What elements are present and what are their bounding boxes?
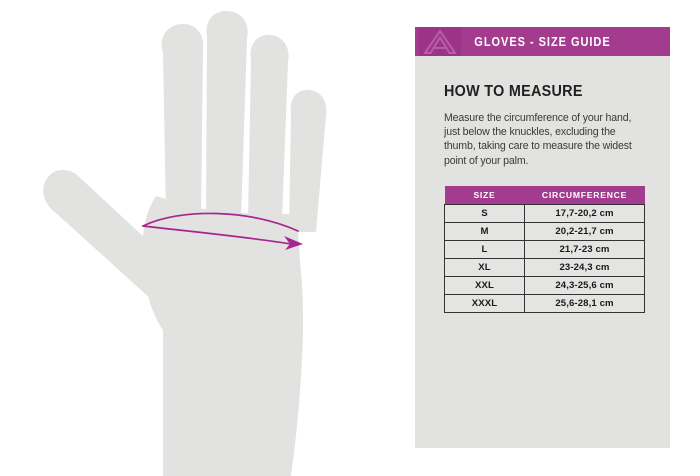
cell-circumference: 21,7-23 cm <box>524 239 645 259</box>
arrow-head <box>284 236 303 250</box>
cell-circumference: 24,3-25,6 cm <box>524 275 645 295</box>
ring-finger <box>248 34 289 221</box>
cell-size: XXXL <box>444 293 525 313</box>
size-table-body: S 17,7-20,2 cm M 20,2-21,7 cm L 21,7-23 … <box>444 203 645 313</box>
cell-size: S <box>444 203 525 223</box>
table-row: M 20,2-21,7 cm <box>444 221 645 241</box>
column-header-circumference: CIRCUMFERENCE <box>524 185 645 205</box>
table-row: S 17,7-20,2 cm <box>444 203 645 223</box>
panel-header-bar: GLOVES - SIZE GUIDE <box>415 27 670 56</box>
panel-title: GLOVES - SIZE GUIDE <box>474 34 611 49</box>
size-table-header-row: SIZE CIRCUMFERENCE <box>444 185 645 205</box>
table-row: XXXL 25,6-28,1 cm <box>444 293 645 313</box>
middle-finger <box>206 10 248 219</box>
hand-illustration <box>43 10 327 476</box>
hand-palm-shape <box>142 196 304 476</box>
table-row: L 21,7-23 cm <box>444 239 645 259</box>
palm-circumference-arrow <box>142 212 303 250</box>
how-to-measure-heading: HOW TO MEASURE <box>444 83 583 100</box>
cell-size: L <box>444 239 525 259</box>
cell-size: XL <box>444 257 525 277</box>
size-table: SIZE CIRCUMFERENCE S 17,7-20,2 cm M 20,2… <box>444 185 645 313</box>
hand-silhouette <box>43 10 327 476</box>
how-to-measure-description: Measure the circumference of your hand, … <box>444 112 632 167</box>
cell-size: M <box>444 221 525 241</box>
size-table-header: SIZE CIRCUMFERENCE <box>444 185 645 205</box>
cell-circumference: 17,7-20,2 cm <box>524 203 645 223</box>
cell-circumference: 23-24,3 cm <box>524 257 645 277</box>
size-guide-panel: GLOVES - SIZE GUIDE HOW TO MEASURE Measu… <box>415 27 670 448</box>
thumb <box>43 169 185 305</box>
cell-circumference: 20,2-21,7 cm <box>524 221 645 241</box>
arrow-curve-front <box>142 225 298 246</box>
table-row: XL 23-24,3 cm <box>444 257 645 277</box>
index-finger <box>161 23 204 217</box>
table-row: XXL 24,3-25,6 cm <box>444 275 645 295</box>
little-finger <box>289 89 327 232</box>
cell-circumference: 25,6-28,1 cm <box>524 293 645 313</box>
brand-a-logo-icon <box>419 27 461 56</box>
arrow-curve-back <box>142 212 299 232</box>
size-table-container: SIZE CIRCUMFERENCE S 17,7-20,2 cm M 20,2… <box>444 185 645 313</box>
panel-body: HOW TO MEASURE Measure the circumference… <box>415 56 670 313</box>
column-header-size: SIZE <box>444 185 525 205</box>
cell-size: XXL <box>444 275 525 295</box>
